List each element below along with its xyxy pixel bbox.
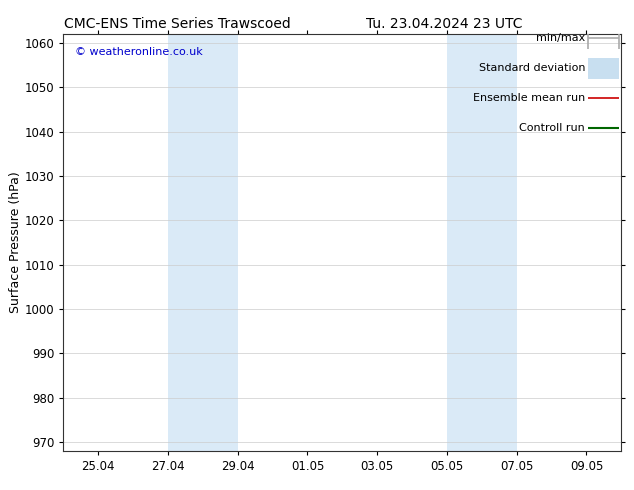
Text: Controll run: Controll run [519, 123, 585, 133]
Text: Ensemble mean run: Ensemble mean run [473, 94, 585, 103]
Text: min/max: min/max [536, 33, 585, 44]
FancyBboxPatch shape [588, 58, 619, 79]
Text: CMC-ENS Time Series Trawscoed: CMC-ENS Time Series Trawscoed [64, 17, 291, 31]
Text: Standard deviation: Standard deviation [479, 63, 585, 74]
Text: © weatheronline.co.uk: © weatheronline.co.uk [75, 47, 202, 57]
Text: Tu. 23.04.2024 23 UTC: Tu. 23.04.2024 23 UTC [366, 17, 522, 31]
Bar [447, 34, 517, 451]
Y-axis label: Surface Pressure (hPa): Surface Pressure (hPa) [9, 172, 22, 314]
Bar [168, 34, 238, 451]
